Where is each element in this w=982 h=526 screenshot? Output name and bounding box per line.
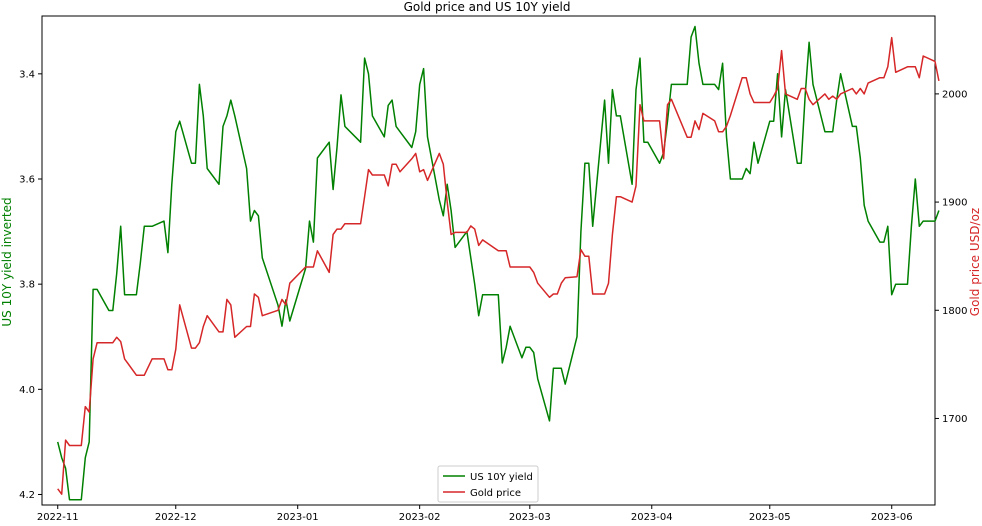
left-y-tick-label: 3.4 [19, 69, 35, 80]
x-tick-label: 2023-04 [631, 512, 673, 523]
plot-frame [41, 15, 936, 506]
right-y-axis: 1700 1800 1900 2000 [935, 89, 967, 425]
series-line-yield [56, 25, 940, 501]
left-y-tick-label: 3.6 [19, 175, 35, 186]
x-tick-label: 2023-03 [509, 512, 551, 523]
x-tick-label: 2023-06 [871, 512, 913, 523]
legend-label-yield: US 10Y yield [470, 472, 533, 483]
legend: US 10Y yield Gold price [437, 465, 539, 503]
right-y-tick-label: 1800 [942, 306, 967, 317]
x-tick-label: 2023-02 [399, 512, 441, 523]
left-y-tick-label: 3.8 [19, 280, 35, 291]
left-y-axis-label: US 10Y yield inverted [0, 197, 14, 326]
x-tick-label: 2022-11 [37, 512, 79, 523]
right-y-tick-label: 1900 [942, 198, 967, 209]
series-layer [56, 25, 940, 501]
series-line-gold [57, 36, 940, 495]
x-tick-label: 2023-01 [277, 512, 319, 523]
legend-label-gold: Gold price [470, 488, 521, 499]
right-y-axis-label: Gold price USD/oz [968, 208, 982, 316]
x-tick-label: 2023-05 [749, 512, 791, 523]
legend-box [437, 465, 539, 503]
x-axis: 2022-11 2022-12 2023-01 2023-02 2023-03 2023-… [37, 505, 913, 523]
x-tick-label: 2022-12 [155, 512, 197, 523]
left-y-axis: 3.4 3.6 3.8 4.0 4.2 [19, 69, 42, 501]
left-y-tick-label: 4.2 [19, 490, 35, 501]
left-y-tick-label: 4.0 [19, 385, 35, 396]
right-y-tick-label: 1700 [942, 414, 967, 425]
chart-title: Gold price and US 10Y yield [404, 0, 571, 14]
right-y-tick-label: 2000 [942, 89, 967, 100]
